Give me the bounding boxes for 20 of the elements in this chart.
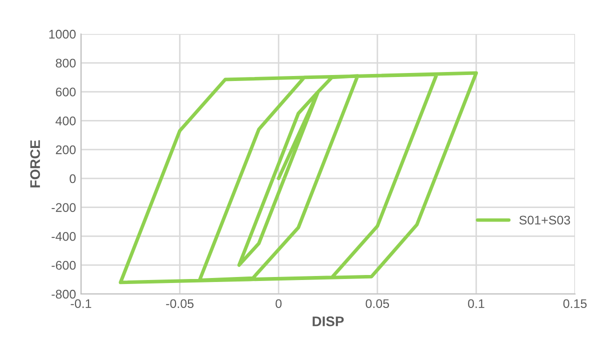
- y-axis-title: FORCE: [30, 140, 40, 188]
- line-series: [118, 71, 478, 284]
- x-tick-label: -0.05: [166, 299, 194, 308]
- x-tick-label: 0.05: [366, 299, 390, 308]
- y-tick-label: -800: [52, 290, 76, 299]
- x-tick-label: 0.1: [468, 299, 484, 308]
- x-tick-label: -0.1: [70, 299, 92, 308]
- x-axis-title: DISP: [312, 316, 344, 326]
- x-tick-label: 0: [276, 299, 282, 308]
- x-tick-label: 0.15: [563, 299, 587, 308]
- y-tick-label: 800: [56, 58, 76, 68]
- y-tick-label: 600: [56, 88, 76, 96]
- y-tick-label: -400: [52, 232, 76, 241]
- y-tick-label: 1000: [49, 30, 76, 39]
- y-tick-label: 0: [70, 174, 76, 184]
- y-tick-label: -600: [52, 260, 76, 270]
- y-tick-label: -200: [52, 203, 76, 212]
- y-tick-label: 400: [56, 116, 76, 126]
- legend-label: S01+S03: [519, 216, 570, 225]
- y-tick-label: 200: [56, 145, 76, 154]
